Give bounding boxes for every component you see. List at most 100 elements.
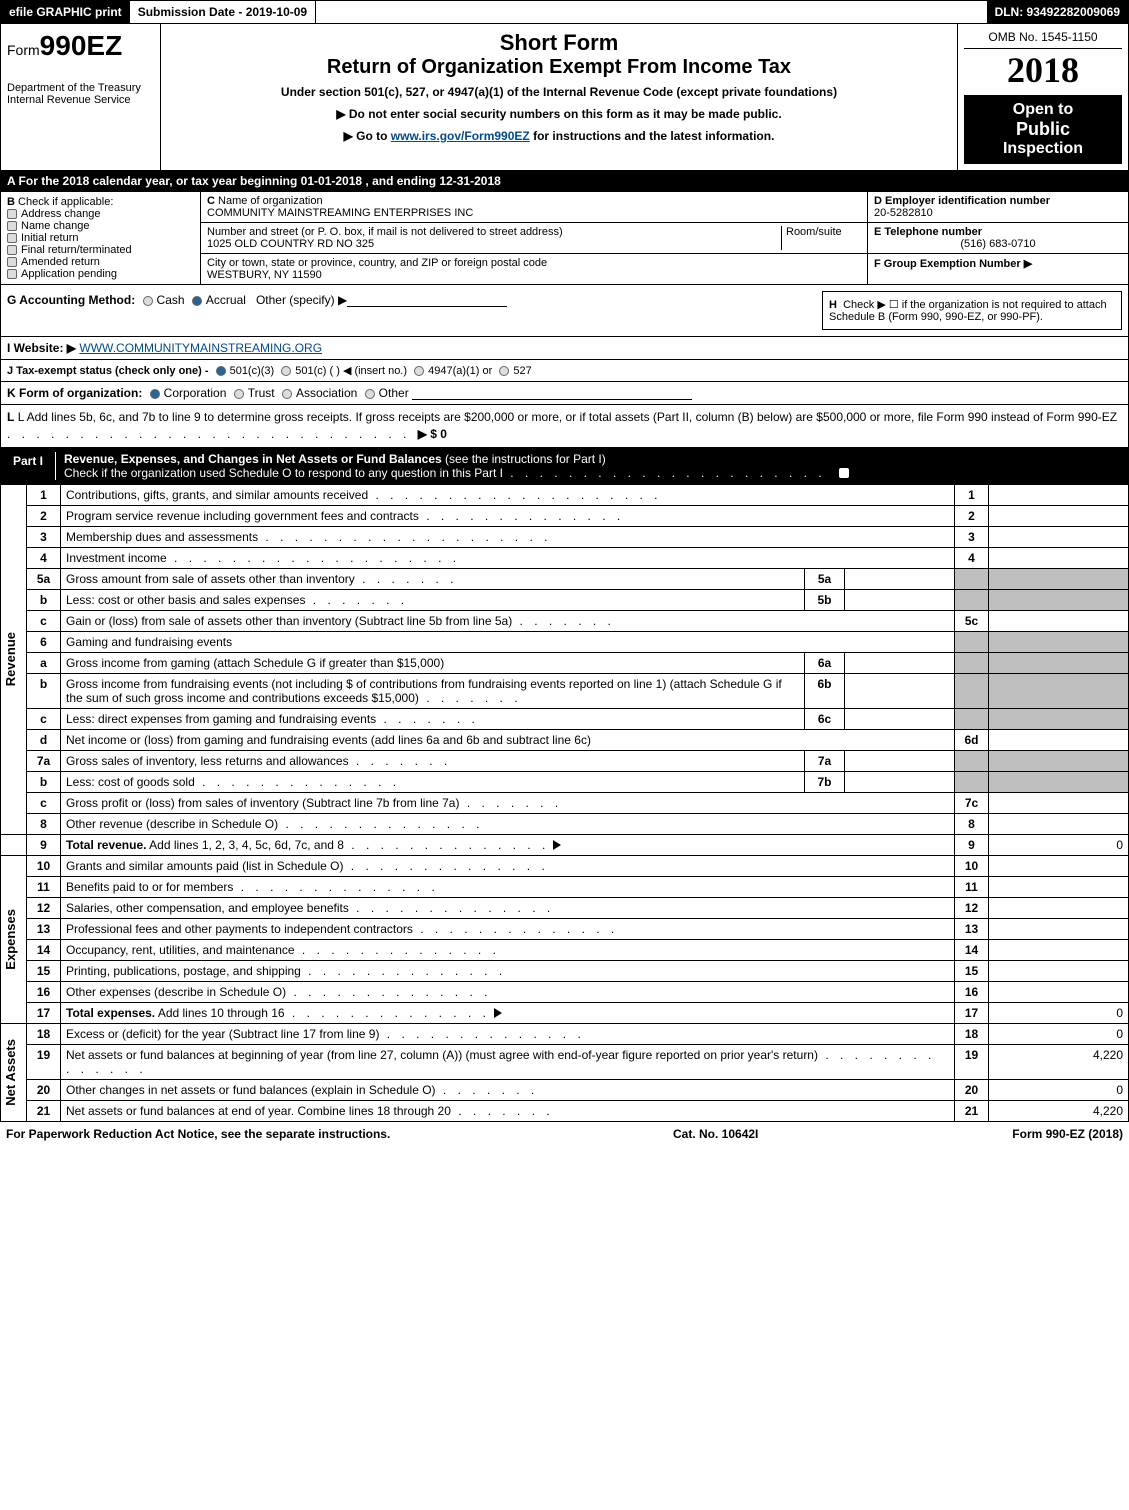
B-label: B — [7, 196, 15, 208]
rv5b-shade — [989, 589, 1129, 610]
rn7c: 7c — [955, 792, 989, 813]
in6c: 6c — [805, 708, 845, 729]
rv3 — [989, 526, 1129, 547]
opt-corp: Corporation — [164, 386, 227, 400]
radio-501c3[interactable] — [216, 366, 226, 376]
in7a: 7a — [805, 750, 845, 771]
F-label: F Group Exemption Number ▶ — [874, 258, 1032, 270]
rv11 — [989, 876, 1129, 897]
line-J: J Tax-exempt status (check only one) - 5… — [0, 359, 1129, 381]
d18: Excess or (deficit) for the year (Subtra… — [66, 1027, 585, 1041]
rv7b-shade — [989, 771, 1129, 792]
n7b: b — [27, 771, 61, 792]
rn16: 16 — [955, 981, 989, 1002]
page-footer: For Paperwork Reduction Act Notice, see … — [0, 1122, 1129, 1145]
rn18: 18 — [955, 1023, 989, 1044]
n13: 13 — [27, 918, 61, 939]
K-label: K Form of organization: — [7, 386, 142, 400]
opt-address-change: Address change — [21, 208, 101, 220]
opt-4947: 4947(a)(1) or — [428, 365, 492, 377]
d2: Program service revenue including govern… — [66, 509, 624, 523]
rn6a-shade — [955, 652, 989, 673]
rn17: 17 — [955, 1002, 989, 1023]
d5b: Less: cost or other basis and sales expe… — [66, 593, 408, 607]
n16: 16 — [27, 981, 61, 1002]
city-label: City or town, state or province, country… — [207, 257, 547, 269]
rv6a-shade — [989, 652, 1129, 673]
rn8: 8 — [955, 813, 989, 834]
short-form-title: Short Form — [171, 30, 947, 56]
irs-link[interactable]: www.irs.gov/Form990EZ — [391, 129, 530, 143]
H-text: Check ▶ ☐ if the organization is not req… — [829, 299, 1107, 323]
top-bar: efile GRAPHIC print Submission Date - 20… — [0, 0, 1129, 23]
rn7b-shade — [955, 771, 989, 792]
E-label: E Telephone number — [874, 226, 982, 238]
d6: Gaming and fundraising events — [66, 635, 232, 649]
efile-print-label[interactable]: efile GRAPHIC print — [1, 1, 130, 23]
H-box: H Check ▶ ☐ if the organization is not r… — [822, 291, 1122, 330]
radio-other-org[interactable] — [365, 389, 375, 399]
chk-application-pending[interactable] — [7, 269, 17, 279]
chk-initial-return[interactable] — [7, 233, 17, 243]
G-label: G Accounting Method: — [7, 293, 135, 307]
D-label: D Employer identification number — [874, 195, 1050, 207]
room-label: Room/suite — [786, 226, 842, 238]
radio-501c[interactable] — [281, 366, 291, 376]
d12: Salaries, other compensation, and employ… — [66, 901, 554, 915]
radio-cash[interactable] — [143, 296, 153, 306]
radio-trust[interactable] — [234, 389, 244, 399]
part-I-title: Revenue, Expenses, and Changes in Net As… — [64, 452, 442, 466]
iv6c — [845, 708, 955, 729]
form-header: Form990EZ Department of the Treasury Int… — [0, 23, 1129, 170]
rv4 — [989, 547, 1129, 568]
radio-4947[interactable] — [414, 366, 424, 376]
n7c: c — [27, 792, 61, 813]
website-link[interactable]: WWW.COMMUNITYMAINSTREAMING.ORG — [79, 341, 322, 355]
part-I-checkbox[interactable] — [839, 468, 849, 478]
n4: 4 — [27, 547, 61, 568]
tax-year: 2018 — [964, 49, 1122, 91]
d10: Grants and similar amounts paid (list in… — [66, 859, 549, 873]
C-label: C — [207, 195, 215, 207]
d6b: Gross income from fundraising events (no… — [66, 677, 782, 705]
opt-501c: 501(c) ( ) ◀ (insert no.) — [295, 365, 407, 377]
rn7a-shade — [955, 750, 989, 771]
n17: 17 — [27, 1002, 61, 1023]
H-label: H — [829, 299, 837, 311]
part-I-checkline: Check if the organization used Schedule … — [64, 466, 503, 480]
chk-final-return[interactable] — [7, 245, 17, 255]
dln-label: DLN: 93492282009069 — [987, 1, 1128, 23]
line-K: K Form of organization: Corporation Trus… — [0, 381, 1129, 404]
chk-amended-return[interactable] — [7, 257, 17, 267]
radio-accrual[interactable] — [192, 296, 202, 306]
d15: Printing, publications, postage, and shi… — [66, 964, 506, 978]
n6d: d — [27, 729, 61, 750]
n7a: 7a — [27, 750, 61, 771]
rn9: 9 — [955, 834, 989, 855]
radio-527[interactable] — [499, 366, 509, 376]
in5a: 5a — [805, 568, 845, 589]
city-value: WESTBURY, NY 11590 — [207, 269, 322, 281]
opt-cash: Cash — [157, 293, 185, 307]
n19: 19 — [27, 1044, 61, 1079]
rv5a-shade — [989, 568, 1129, 589]
street-value: 1025 OLD COUNTRY RD NO 325 — [207, 238, 374, 250]
radio-assoc[interactable] — [282, 389, 292, 399]
line-A: A For the 2018 calendar year, or tax yea… — [0, 170, 1129, 191]
I-label: I Website: ▶ — [7, 341, 76, 355]
opt-trust: Trust — [248, 386, 275, 400]
n6a: a — [27, 652, 61, 673]
rn4: 4 — [955, 547, 989, 568]
other-org-line[interactable] — [412, 388, 692, 400]
topbar-spacer — [316, 1, 986, 23]
chk-address-change[interactable] — [7, 209, 17, 219]
rv8 — [989, 813, 1129, 834]
chk-name-change[interactable] — [7, 221, 17, 231]
other-specify-line[interactable] — [347, 295, 507, 307]
rv6-shade — [989, 631, 1129, 652]
n11: 11 — [27, 876, 61, 897]
radio-corp[interactable] — [150, 389, 160, 399]
footer-right: Form 990-EZ (2018) — [953, 1127, 1123, 1141]
rv16 — [989, 981, 1129, 1002]
iv5b — [845, 589, 955, 610]
